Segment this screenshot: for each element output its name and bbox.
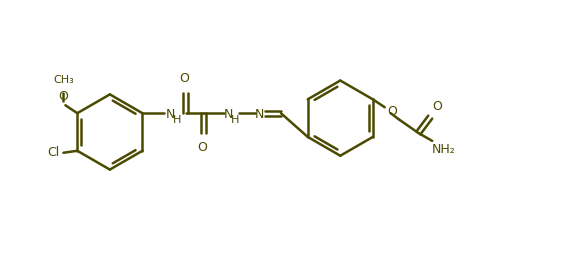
Text: N: N [166, 108, 176, 121]
Text: NH₂: NH₂ [432, 143, 456, 156]
Text: O: O [59, 90, 68, 103]
Text: N: N [224, 108, 233, 121]
Text: CH₃: CH₃ [53, 75, 74, 86]
Text: H: H [173, 115, 181, 125]
Text: Cl: Cl [47, 146, 59, 159]
Text: O: O [432, 100, 442, 113]
Text: H: H [231, 115, 239, 125]
Text: N: N [255, 108, 264, 121]
Text: O: O [388, 105, 398, 118]
Text: O: O [197, 141, 207, 154]
Text: O: O [179, 73, 189, 86]
